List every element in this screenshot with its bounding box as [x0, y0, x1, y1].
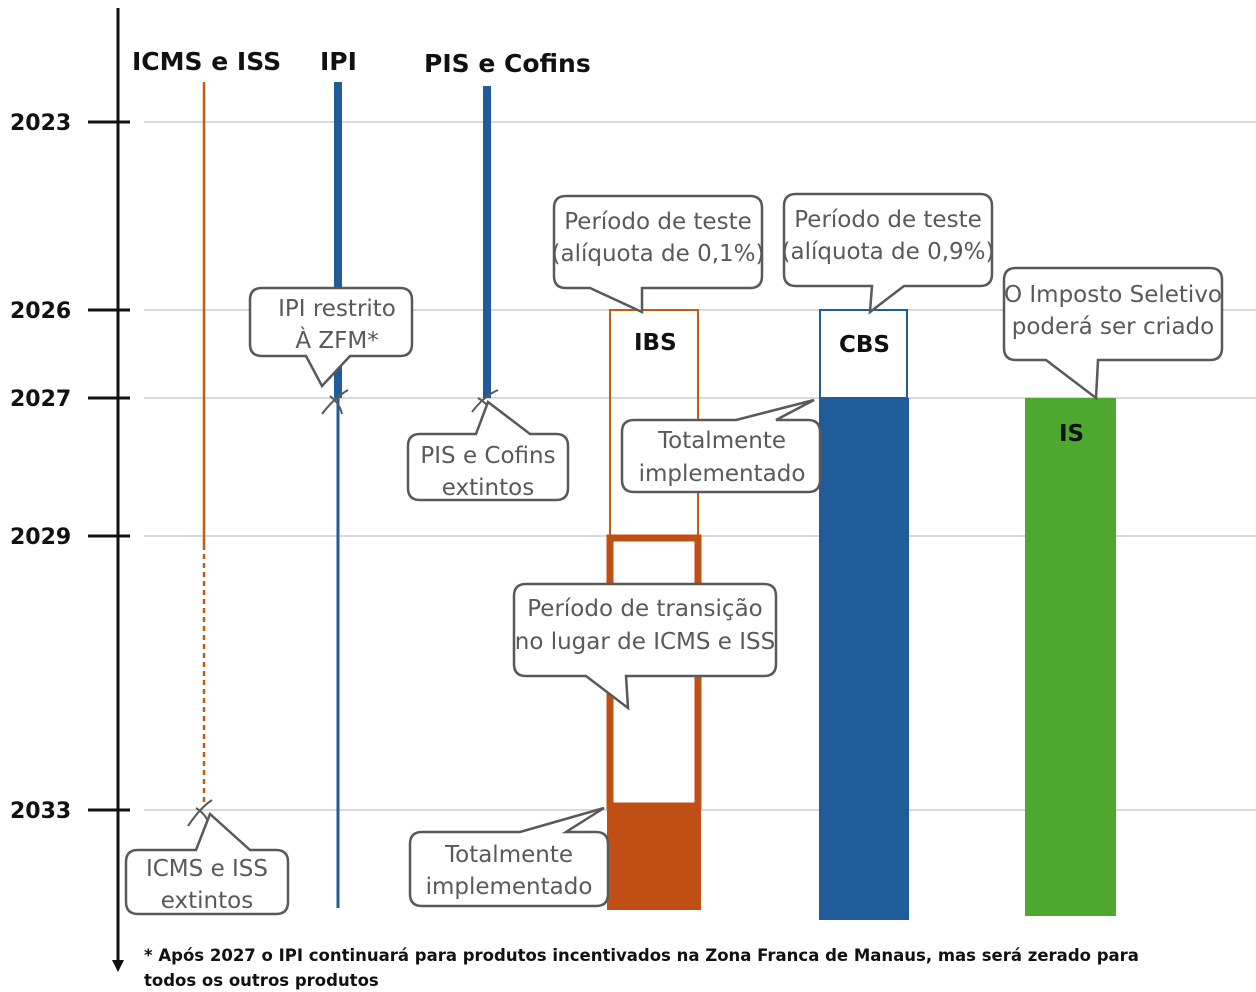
callout-ipi-restricted-bubble — [248, 286, 414, 389]
callout-pis-cofins-line-1: PIS e Cofins — [420, 443, 555, 469]
callout-cbs-test-period: Período de teste (alíquota de 0,9%) — [782, 192, 995, 315]
ibs-full-implementation-fill — [607, 806, 701, 910]
callout-cbs-test-line-2: (alíquota de 0,9%) — [782, 239, 995, 265]
callout-ibs-transition: Período de transição no lugar de ICMS e … — [512, 582, 778, 711]
callout-pis-cofins-line-2: extintos — [442, 475, 534, 501]
column-title-pis-cofins: PIS e Cofins — [424, 49, 591, 78]
pis-cofins-line — [471, 86, 499, 413]
year-label-2026: 2026 — [10, 299, 71, 324]
callout-cbs-fully-implemented: Totalmente implementado — [620, 398, 822, 494]
callout-ibs-test-line-2: (alíquota de 0,1%) — [552, 241, 765, 267]
column-title-ipi: IPI — [320, 47, 357, 76]
year-label-2029: 2029 — [10, 525, 71, 550]
icms-iss-line — [187, 82, 213, 827]
callout-ipi-restricted: IPI restrito À ZFM* — [248, 286, 414, 389]
callout-pis-cofins-bubble — [406, 399, 570, 502]
footnote-line-2: todos os outros produtos — [144, 971, 379, 990]
callout-pis-cofins-extinct: PIS e Cofins extintos — [406, 399, 570, 502]
callout-ibs-transition-line-1: Período de transição — [527, 596, 763, 622]
callout-ibs-transition-bubble — [512, 582, 778, 711]
callout-ibs-fully-implemented: Totalmente implementado — [408, 806, 610, 908]
callout-ibs-transition-line-2: no lugar de ICMS e ISS — [515, 629, 776, 655]
cbs-bar: CBS — [819, 309, 909, 920]
cbs-full-implementation-fill — [819, 398, 909, 920]
is-fill — [1025, 398, 1116, 916]
year-label-2033: 2033 — [10, 799, 71, 824]
callout-ibs-full-line-1: Totalmente — [444, 842, 573, 868]
callout-icms-iss-extinct: ICMS e ISS extintos — [124, 811, 290, 916]
is-bar: IS — [1025, 398, 1116, 916]
ipi-change-mark-icon — [321, 389, 349, 415]
year-label-2023: 2023 — [10, 111, 71, 136]
callout-ipi-restricted-line-1: IPI restrito — [278, 296, 396, 322]
callout-is-created-line-1: O Imposto Seletivo — [1004, 282, 1222, 308]
callout-is-created-line-2: poderá ser criado — [1012, 314, 1214, 340]
callout-ipi-restricted-line-2: À ZFM* — [295, 326, 378, 354]
ipi-line — [321, 82, 349, 908]
is-label: IS — [1059, 421, 1084, 447]
callout-ibs-full-bubble — [408, 806, 610, 908]
callout-cbs-test-line-1: Período de teste — [794, 207, 981, 233]
time-axis-arrow-icon — [112, 960, 124, 972]
callout-cbs-full-bubble — [620, 398, 822, 494]
callout-icms-iss-line-2: extintos — [161, 888, 253, 914]
ibs-label: IBS — [634, 330, 677, 356]
cbs-label: CBS — [839, 332, 890, 358]
callout-ibs-test-bubble — [552, 194, 764, 314]
callout-cbs-test-bubble — [782, 192, 994, 315]
footnote-line-1: * Após 2027 o IPI continuará para produt… — [144, 946, 1139, 965]
callout-is-created-bubble — [1002, 266, 1224, 401]
callout-is-created: O Imposto Seletivo poderá ser criado — [1002, 266, 1224, 401]
year-label-2027: 2027 — [10, 387, 71, 412]
callout-icms-iss-bubble — [124, 811, 290, 916]
column-title-icms-iss: ICMS e ISS — [132, 47, 281, 76]
callout-cbs-full-line-2: implementado — [639, 461, 806, 487]
callout-icms-iss-line-1: ICMS e ISS — [146, 856, 268, 882]
time-axis: 2023 2026 2027 2029 2033 — [10, 8, 130, 972]
callout-ibs-test-line-1: Período de teste — [564, 209, 751, 235]
callout-cbs-full-line-1: Totalmente — [657, 428, 786, 454]
callout-ibs-test-period: Período de teste (alíquota de 0,1%) — [552, 194, 765, 314]
callout-ibs-full-line-2: implementado — [426, 874, 593, 900]
